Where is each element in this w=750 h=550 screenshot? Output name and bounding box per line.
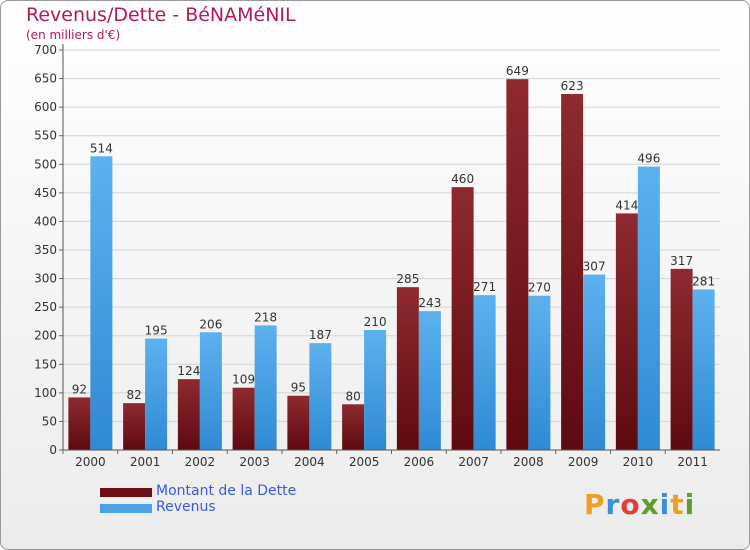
x-tick-label: 2005 [349, 455, 380, 469]
value-label-dette: 285 [396, 272, 419, 286]
x-tick-label: 2011 [677, 455, 708, 469]
x-tick-label: 2006 [404, 455, 435, 469]
bar-dette [670, 268, 693, 450]
y-tick-label: 700 [34, 43, 57, 57]
bar-revenus [309, 343, 332, 450]
bar-revenus [145, 338, 168, 450]
value-label-dette: 623 [561, 79, 584, 93]
bar-dette [615, 213, 638, 450]
value-label-revenus: 496 [637, 152, 660, 166]
value-label-dette: 124 [177, 364, 200, 378]
value-label-revenus: 210 [364, 315, 387, 329]
value-label-dette: 95 [291, 381, 306, 395]
proxiti-logo: Proxiti [584, 488, 695, 521]
bar-dette [506, 79, 529, 451]
x-tick-label: 2001 [130, 455, 161, 469]
value-label-revenus: 195 [145, 324, 168, 338]
bar-revenus [473, 295, 496, 450]
logo-letter: P [584, 488, 606, 521]
value-label-dette: 92 [72, 382, 87, 396]
bar-revenus [199, 332, 222, 450]
logo-letter: x [640, 488, 660, 521]
logo-letter: i [684, 488, 696, 521]
y-tick-label: 650 [34, 72, 57, 86]
x-tick-label: 2009 [568, 455, 599, 469]
legend-swatch-dette [100, 488, 152, 497]
x-tick-label: 2004 [294, 455, 325, 469]
value-label-revenus: 281 [692, 274, 715, 288]
logo-letter: t [670, 488, 685, 521]
bar-revenus [90, 156, 113, 451]
value-label-dette: 109 [232, 373, 255, 387]
value-label-revenus: 243 [418, 296, 441, 310]
y-tick-label: 0 [49, 443, 57, 457]
value-label-revenus: 270 [528, 281, 551, 295]
value-label-revenus: 514 [90, 141, 113, 155]
bar-dette [342, 404, 365, 450]
bar-dette [123, 403, 146, 450]
bar-dette [396, 287, 419, 450]
chart-subtitle: (en milliers d'€) [26, 28, 121, 42]
value-label-revenus: 307 [583, 260, 606, 274]
bar-dette [451, 187, 474, 450]
logo-letter: i [659, 488, 671, 521]
y-tick-label: 350 [34, 243, 57, 257]
bar-dette [177, 379, 200, 450]
value-label-dette: 317 [670, 254, 693, 268]
y-tick-label: 550 [34, 129, 57, 143]
y-tick-label: 400 [34, 214, 57, 228]
bar-revenus [528, 295, 551, 450]
value-label-dette: 80 [345, 389, 360, 403]
bar-dette [232, 387, 255, 450]
y-tick-label: 100 [34, 386, 57, 400]
legend-label-dette: Montant de la Dette [156, 483, 297, 499]
logo-letter: r [605, 488, 621, 521]
value-label-revenus: 271 [473, 280, 496, 294]
chart-title: Revenus/Dette - BéNAMéNIL [26, 4, 296, 26]
bar-revenus [364, 330, 387, 450]
bar-revenus [418, 311, 441, 450]
value-label-dette: 82 [126, 388, 141, 402]
y-tick-label: 150 [34, 357, 57, 371]
value-label-dette: 460 [451, 172, 474, 186]
value-label-revenus: 218 [254, 310, 277, 324]
bar-dette [287, 395, 310, 450]
value-label-dette: 414 [615, 198, 638, 212]
y-tick-label: 50 [42, 414, 57, 428]
x-tick-label: 2000 [75, 455, 106, 469]
y-tick-label: 200 [34, 329, 57, 343]
y-tick-label: 300 [34, 272, 57, 286]
value-label-dette: 649 [506, 64, 529, 78]
logo-letter: o [620, 488, 641, 521]
bar-dette [68, 397, 91, 450]
x-tick-label: 2008 [513, 455, 544, 469]
y-tick-label: 600 [34, 100, 57, 114]
x-tick-label: 2007 [458, 455, 489, 469]
x-tick-label: 2003 [239, 455, 270, 469]
bar-revenus [583, 274, 606, 450]
legend-swatch-revenus [100, 504, 152, 513]
x-tick-label: 2010 [623, 455, 654, 469]
bar-revenus [637, 166, 660, 451]
y-tick-label: 450 [34, 186, 57, 200]
legend-label-revenus: Revenus [156, 499, 216, 515]
value-label-revenus: 206 [199, 317, 222, 331]
x-tick-label: 2002 [185, 455, 216, 469]
value-label-revenus: 187 [309, 328, 332, 342]
bar-revenus [692, 289, 715, 450]
y-tick-label: 500 [34, 157, 57, 171]
bar-revenus [254, 325, 277, 450]
y-tick-label: 250 [34, 300, 57, 314]
bar-dette [561, 94, 584, 450]
